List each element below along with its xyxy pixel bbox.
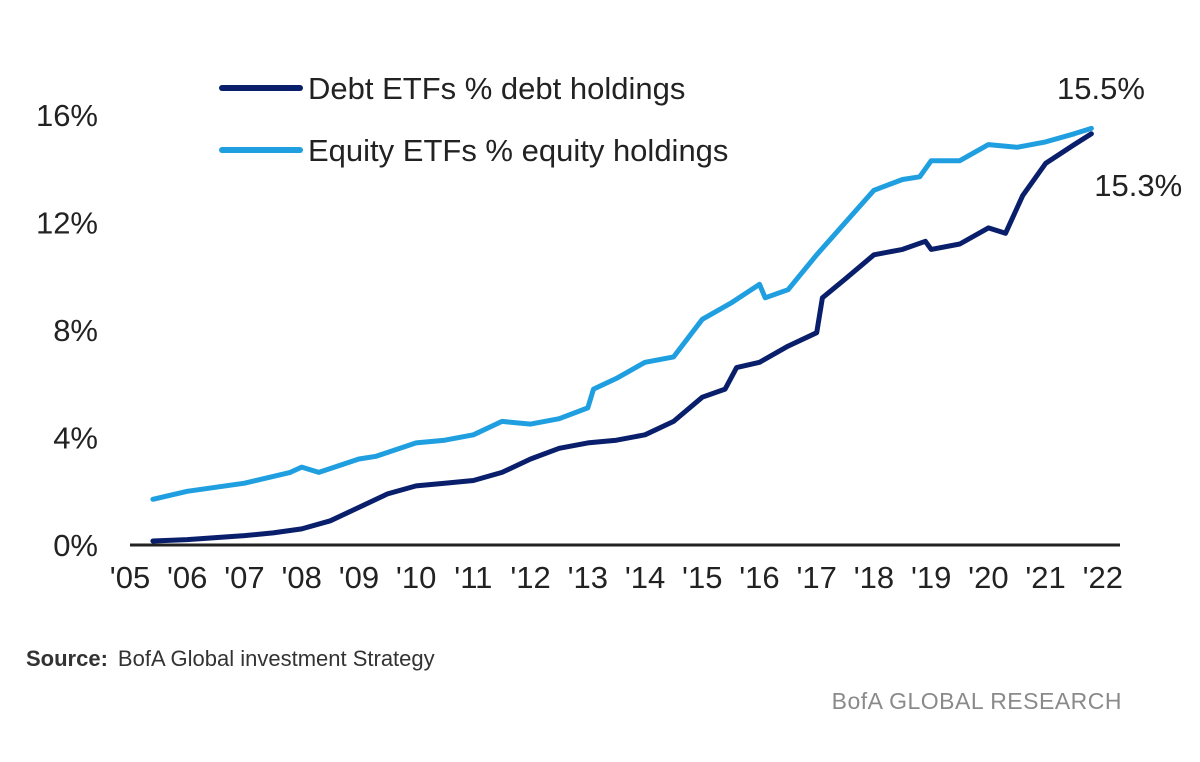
- x-tick-label: '14: [625, 560, 665, 595]
- y-tick-label: 8%: [53, 313, 98, 348]
- x-tick-label: '21: [1025, 560, 1065, 595]
- annotation-label: 15.3%: [1094, 168, 1182, 203]
- legend-label-debt: Debt ETFs % debt holdings: [308, 71, 685, 106]
- x-axis-ticks: '05 '06 '07 '08 '09 '10 '11 '12 '13 '14 '15 '16 '17 '…: [110, 560, 1123, 595]
- x-tick-label: '15: [682, 560, 722, 595]
- x-tick-label: '16: [739, 560, 779, 595]
- x-tick-label: '17: [797, 560, 837, 595]
- series-line-debt: [150, 131, 1094, 544]
- x-tick-label: '06: [167, 560, 207, 595]
- y-tick-label: 4%: [53, 421, 98, 456]
- x-tick-label: '13: [568, 560, 608, 595]
- y-tick-label: 12%: [36, 206, 98, 241]
- x-tick-label: '08: [281, 560, 321, 595]
- annotations: 15.5% 15.3%: [1057, 71, 1182, 203]
- legend-label-equity: Equity ETFs % equity holdings: [308, 133, 728, 168]
- x-tick-label: '19: [911, 560, 951, 595]
- y-axis-ticks: 0% 4% 8% 12% 16%: [36, 98, 98, 563]
- x-tick-label: '07: [224, 560, 264, 595]
- annotation-label: 15.5%: [1057, 71, 1145, 106]
- branding: BofA GLOBAL RESEARCH: [831, 688, 1122, 714]
- x-tick-label: '09: [339, 560, 379, 595]
- source-note: Source: BofA Global investment Strategy: [26, 646, 435, 672]
- legend: Debt ETFs % debt holdings Equity ETFs % …: [219, 71, 728, 168]
- x-tick-label: '22: [1083, 560, 1123, 595]
- series-line-equity: [150, 125, 1094, 502]
- series-lines: [150, 125, 1094, 544]
- x-tick-label: '10: [396, 560, 436, 595]
- x-tick-label: '20: [968, 560, 1008, 595]
- x-tick-label: '05: [110, 560, 150, 595]
- chart: 0% 4% 8% 12% 16% '05 '06 '07 '08 '09 '10 '11 '12 '13…: [36, 71, 1182, 595]
- x-tick-label: '11: [454, 560, 492, 595]
- source-text: BofA Global investment Strategy: [117, 646, 435, 671]
- y-tick-label: 0%: [53, 528, 98, 563]
- source-label: Source:: [26, 646, 108, 671]
- x-tick-label: '12: [510, 560, 550, 595]
- y-tick-label: 16%: [36, 98, 98, 133]
- x-tick-label: '18: [854, 560, 894, 595]
